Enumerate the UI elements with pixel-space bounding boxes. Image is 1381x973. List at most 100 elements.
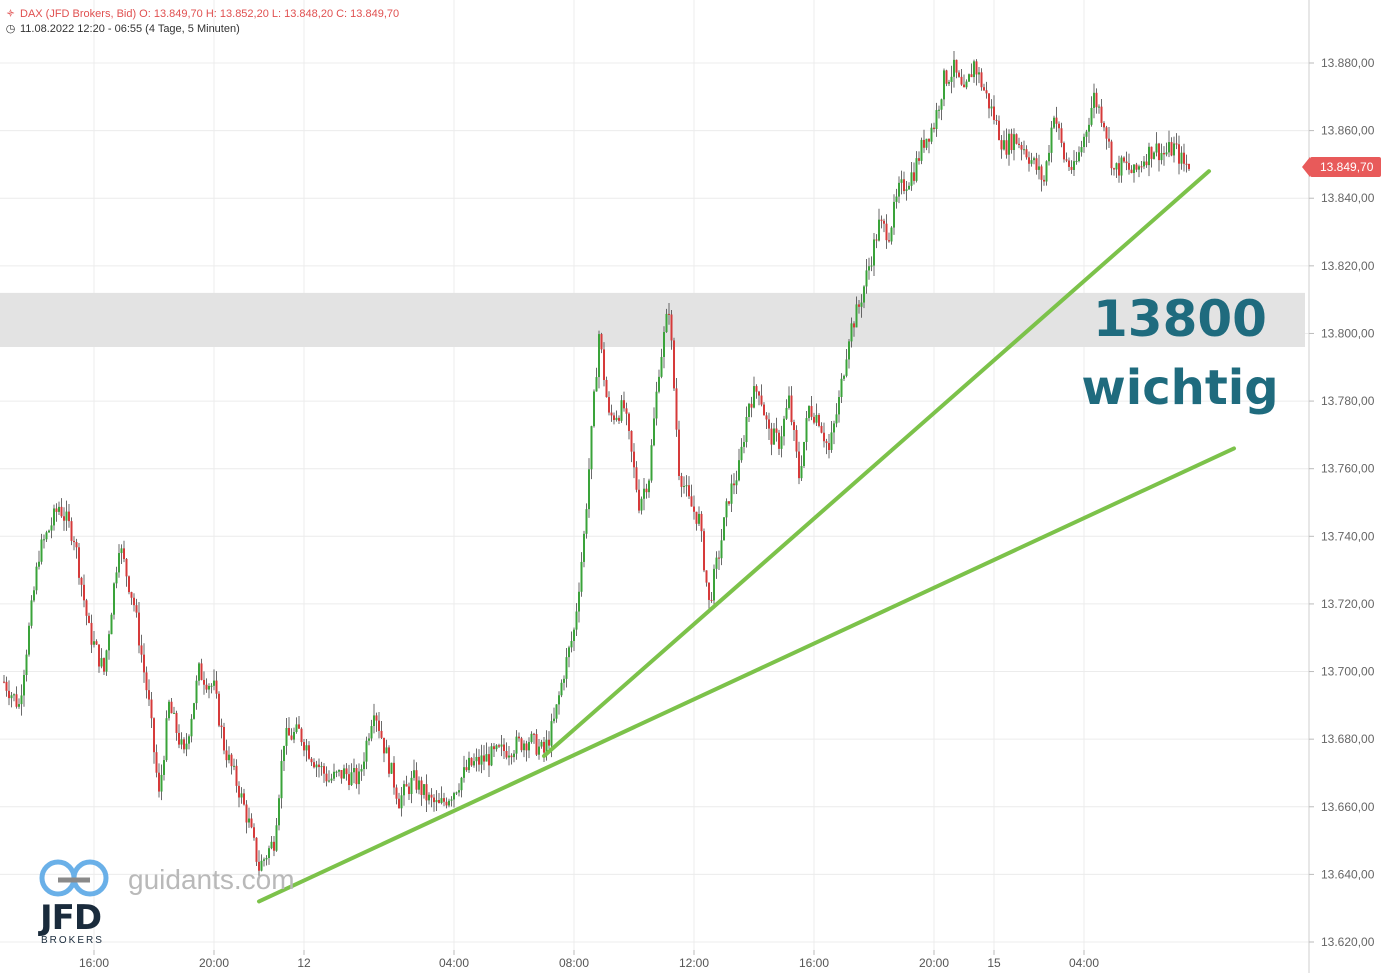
candle-body bbox=[948, 81, 950, 84]
candle-body bbox=[830, 432, 833, 450]
candle-body bbox=[325, 773, 328, 782]
candle-body bbox=[590, 426, 593, 470]
candle-body bbox=[1175, 143, 1178, 145]
candle-body bbox=[373, 715, 375, 727]
candle-body bbox=[88, 615, 90, 623]
candle-body bbox=[440, 798, 443, 803]
candle-body bbox=[785, 407, 788, 419]
candle-body bbox=[175, 712, 178, 733]
candle-body bbox=[478, 756, 480, 765]
y-tick-label: 13.800,00 bbox=[1321, 326, 1375, 340]
candle-body bbox=[50, 525, 53, 531]
candle-body bbox=[595, 377, 598, 392]
candle-body bbox=[1000, 140, 1003, 150]
candle-body bbox=[765, 415, 768, 420]
candle-body bbox=[865, 270, 868, 287]
candle-body bbox=[198, 663, 200, 681]
candle-body bbox=[750, 403, 753, 408]
candle-body bbox=[1048, 152, 1050, 162]
candle-body bbox=[123, 548, 125, 559]
candle-body bbox=[160, 774, 163, 792]
candle-body bbox=[985, 90, 988, 94]
candle-body bbox=[848, 341, 850, 360]
candle-body bbox=[1158, 143, 1160, 161]
x-tick-label: 20:00 bbox=[199, 956, 229, 970]
candle-body bbox=[58, 506, 60, 512]
candle-body bbox=[483, 755, 485, 762]
candle-body bbox=[1058, 123, 1060, 129]
candle-body bbox=[465, 767, 468, 771]
candle-body bbox=[858, 304, 860, 307]
candle-body bbox=[128, 576, 130, 593]
candle-body bbox=[1180, 152, 1183, 164]
candle-body bbox=[795, 429, 798, 452]
candle-body bbox=[90, 622, 93, 645]
candle-body bbox=[1163, 152, 1165, 155]
candle-body bbox=[420, 780, 423, 795]
candle-body bbox=[80, 577, 83, 585]
candle-body bbox=[845, 359, 848, 376]
candle-body bbox=[78, 547, 80, 578]
candle-body bbox=[745, 416, 748, 443]
candle-body bbox=[1010, 133, 1013, 151]
candle-body bbox=[770, 428, 773, 445]
candle-body bbox=[535, 734, 538, 755]
candle-body bbox=[555, 704, 558, 719]
candle-body bbox=[550, 721, 553, 746]
x-tick-label: 16:00 bbox=[79, 956, 109, 970]
y-tick-label: 13.820,00 bbox=[1321, 259, 1375, 273]
y-tick-label: 13.780,00 bbox=[1321, 394, 1375, 408]
candle-body bbox=[883, 220, 885, 224]
candle-body bbox=[53, 508, 55, 526]
candle-body bbox=[525, 743, 528, 751]
candle-body bbox=[993, 106, 995, 120]
candle-body bbox=[798, 451, 800, 479]
candle-body bbox=[68, 511, 70, 522]
candle-body bbox=[780, 436, 783, 449]
candle-body bbox=[13, 694, 15, 696]
symbol-header: 🟈 DAX (JFD Brokers, Bid) O: 13.849,70 H: … bbox=[4, 5, 399, 22]
candle-body bbox=[1068, 160, 1070, 167]
candle-body bbox=[480, 755, 483, 765]
candle-body bbox=[153, 718, 155, 753]
candle-body bbox=[165, 718, 168, 761]
candle-body bbox=[375, 715, 378, 721]
candle-body bbox=[173, 712, 175, 714]
candle-body bbox=[305, 745, 308, 751]
candle-body bbox=[688, 485, 690, 497]
candle-body bbox=[428, 794, 430, 801]
candle-body bbox=[593, 391, 595, 427]
candle-body bbox=[1108, 138, 1110, 142]
candle-body bbox=[245, 804, 248, 823]
current-price-badge: 13.849,70 bbox=[1301, 157, 1381, 177]
candle-body bbox=[928, 138, 930, 142]
candle-body bbox=[613, 415, 615, 420]
candle-body bbox=[220, 725, 223, 728]
candle-body bbox=[818, 414, 820, 426]
candle-body bbox=[253, 827, 255, 838]
candle-body bbox=[488, 754, 490, 766]
candle-body bbox=[1050, 127, 1053, 153]
candle-body bbox=[1178, 144, 1180, 164]
candle-body bbox=[1005, 140, 1008, 155]
candle-body bbox=[1078, 152, 1080, 161]
candle-body bbox=[188, 736, 190, 744]
candle-body bbox=[518, 736, 520, 739]
y-tick-label: 13.720,00 bbox=[1321, 597, 1375, 611]
clock-icon: ◷ bbox=[5, 23, 16, 35]
candle-body bbox=[430, 794, 433, 798]
candle-body bbox=[790, 395, 793, 423]
candle-body bbox=[303, 742, 305, 751]
candle-body bbox=[803, 442, 805, 466]
candle-body bbox=[1090, 107, 1093, 125]
candle-body bbox=[523, 743, 525, 751]
candle-body bbox=[1045, 161, 1048, 182]
candle-body bbox=[463, 767, 465, 778]
candle-body bbox=[873, 239, 875, 266]
candle-body bbox=[755, 386, 758, 392]
candle-body bbox=[605, 379, 608, 398]
candle-body bbox=[670, 314, 673, 341]
candle-body bbox=[395, 787, 398, 799]
y-tick-label: 13.860,00 bbox=[1321, 124, 1375, 138]
